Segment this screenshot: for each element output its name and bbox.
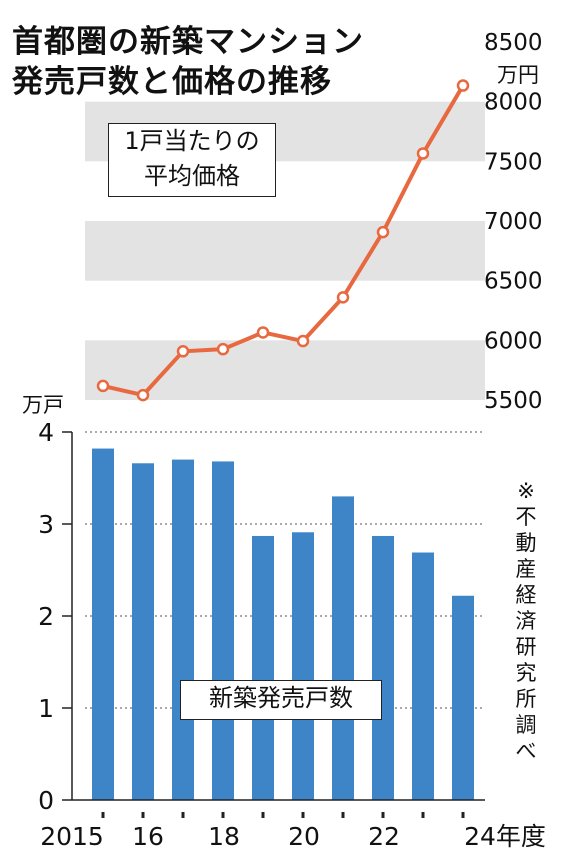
units-tick-label-0: 0: [38, 786, 54, 815]
price-label-line-2: 平均価格: [144, 162, 240, 190]
price-tick-label-2: 6500: [484, 269, 543, 295]
price-band-1: [85, 221, 485, 281]
price-label-line-1: 1戸当たりの: [124, 127, 260, 155]
units-bar-2023: [412, 552, 434, 800]
price-point-2020: [296, 334, 310, 348]
price-point-2018: [216, 342, 230, 356]
price-tick-label-3: 7000: [484, 209, 543, 235]
x-tick-label-1: 16: [132, 822, 164, 851]
price-tick-label-0: 5500: [484, 388, 543, 414]
price-unit-label: 万円: [497, 63, 539, 87]
price-tick-label-5: 8000: [484, 90, 543, 116]
units-tick-label-4: 4: [38, 418, 54, 447]
units-tick-label-1: 1: [38, 694, 54, 723]
x-tick-label-2: 18: [208, 822, 240, 851]
price-tick-label-6: 8500: [484, 30, 543, 56]
price-point-2015: [96, 379, 110, 393]
units-label-box: 新築発売戸数: [180, 680, 382, 720]
price-band-0: [85, 340, 485, 400]
x-tick-label-3: 20: [288, 822, 320, 851]
units-bar-2022: [372, 535, 394, 800]
price-point-2016: [136, 388, 150, 402]
price-label-box: 1戸当たりの 平均価格: [108, 123, 276, 197]
units-tick-label-3: 3: [38, 510, 54, 539]
price-tick-label-4: 7500: [484, 149, 543, 175]
x-tick-label-0: 2015: [40, 822, 104, 851]
units-unit-label: 万戸: [22, 393, 64, 417]
price-point-2017: [176, 345, 190, 358]
units-tick-label-2: 2: [38, 602, 54, 631]
x-tick-label-5: 24年度: [464, 822, 546, 851]
units-bar-2021: [332, 496, 354, 800]
chart-title-line-1: 首都圏の新築マンション: [12, 24, 364, 60]
chart-title-line-2: 発売戸数と価格の推移: [12, 64, 332, 100]
x-tick-label-4: 22: [368, 822, 400, 851]
price-point-2019: [256, 326, 270, 339]
units-bar-2019: [252, 535, 274, 800]
units-bar-2018: [212, 461, 234, 800]
units-bar-2016: [132, 463, 154, 800]
units-bar-2017: [172, 459, 194, 800]
units-bar-2015: [92, 448, 114, 800]
price-series-line: [102, 84, 465, 398]
price-point-2024: [456, 79, 470, 92]
price-point-2023: [416, 147, 430, 160]
price-point-2021: [336, 291, 350, 304]
units-bar-2020: [292, 532, 314, 800]
price-tick-label-1: 6000: [484, 328, 543, 354]
price-point-2022: [376, 225, 390, 239]
source-note: ※不動産経済研究所調べ: [515, 479, 537, 763]
units-bar-2024: [452, 595, 474, 800]
